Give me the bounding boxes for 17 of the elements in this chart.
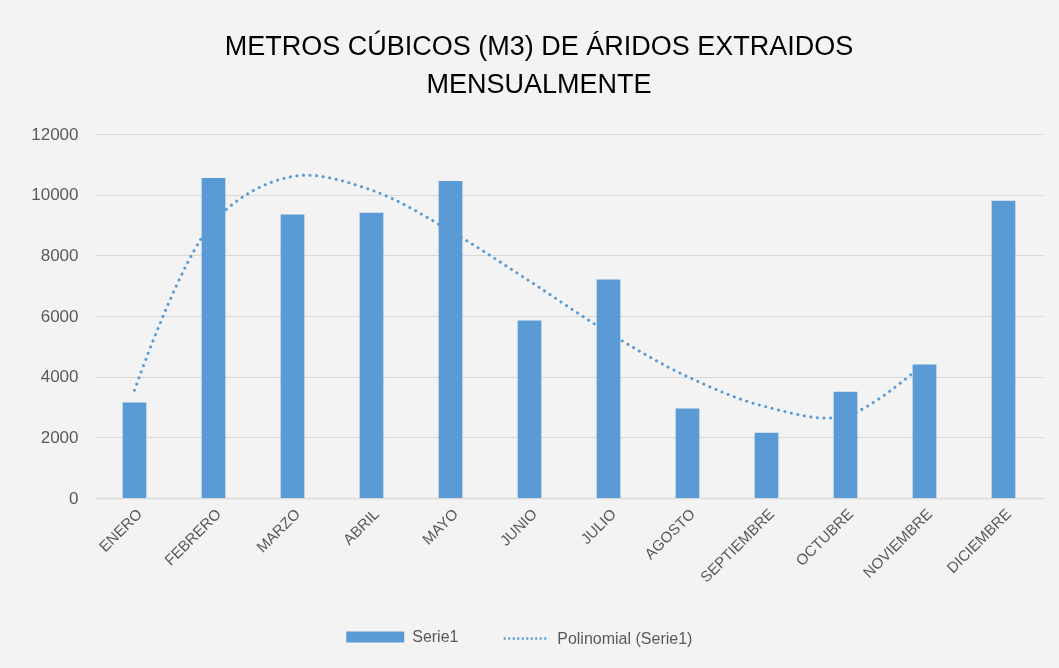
bar bbox=[675, 408, 700, 498]
y-tick-label: 8000 bbox=[40, 245, 79, 265]
bar bbox=[122, 402, 147, 498]
y-tick-label: 4000 bbox=[40, 367, 79, 387]
chart-title: METROS CÚBICOS (M3) DE ÁRIDOS EXTRAIDOS MENSUALMENTE bbox=[224, 30, 854, 99]
bar bbox=[754, 432, 779, 498]
y-tick-label: 2000 bbox=[40, 427, 79, 447]
y-tick-label: 0 bbox=[69, 488, 79, 508]
legend-label: Serie1 bbox=[412, 628, 459, 645]
legend-label: Polinomial (Serie1) bbox=[557, 629, 693, 647]
bar bbox=[280, 214, 305, 498]
bar bbox=[517, 320, 542, 498]
y-tick-label: 10000 bbox=[31, 185, 79, 205]
bar bbox=[991, 200, 1016, 498]
bar bbox=[359, 212, 384, 498]
y-tick-label: 12000 bbox=[31, 124, 79, 144]
y-tick-label: 6000 bbox=[40, 306, 79, 326]
